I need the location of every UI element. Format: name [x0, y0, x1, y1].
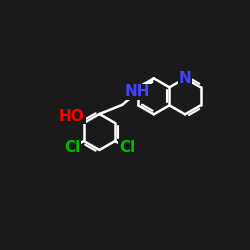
- Text: NH: NH: [125, 84, 150, 100]
- Text: Cl: Cl: [119, 140, 135, 156]
- Text: HO: HO: [59, 109, 85, 124]
- Text: N: N: [178, 71, 192, 86]
- Text: Cl: Cl: [64, 140, 80, 156]
